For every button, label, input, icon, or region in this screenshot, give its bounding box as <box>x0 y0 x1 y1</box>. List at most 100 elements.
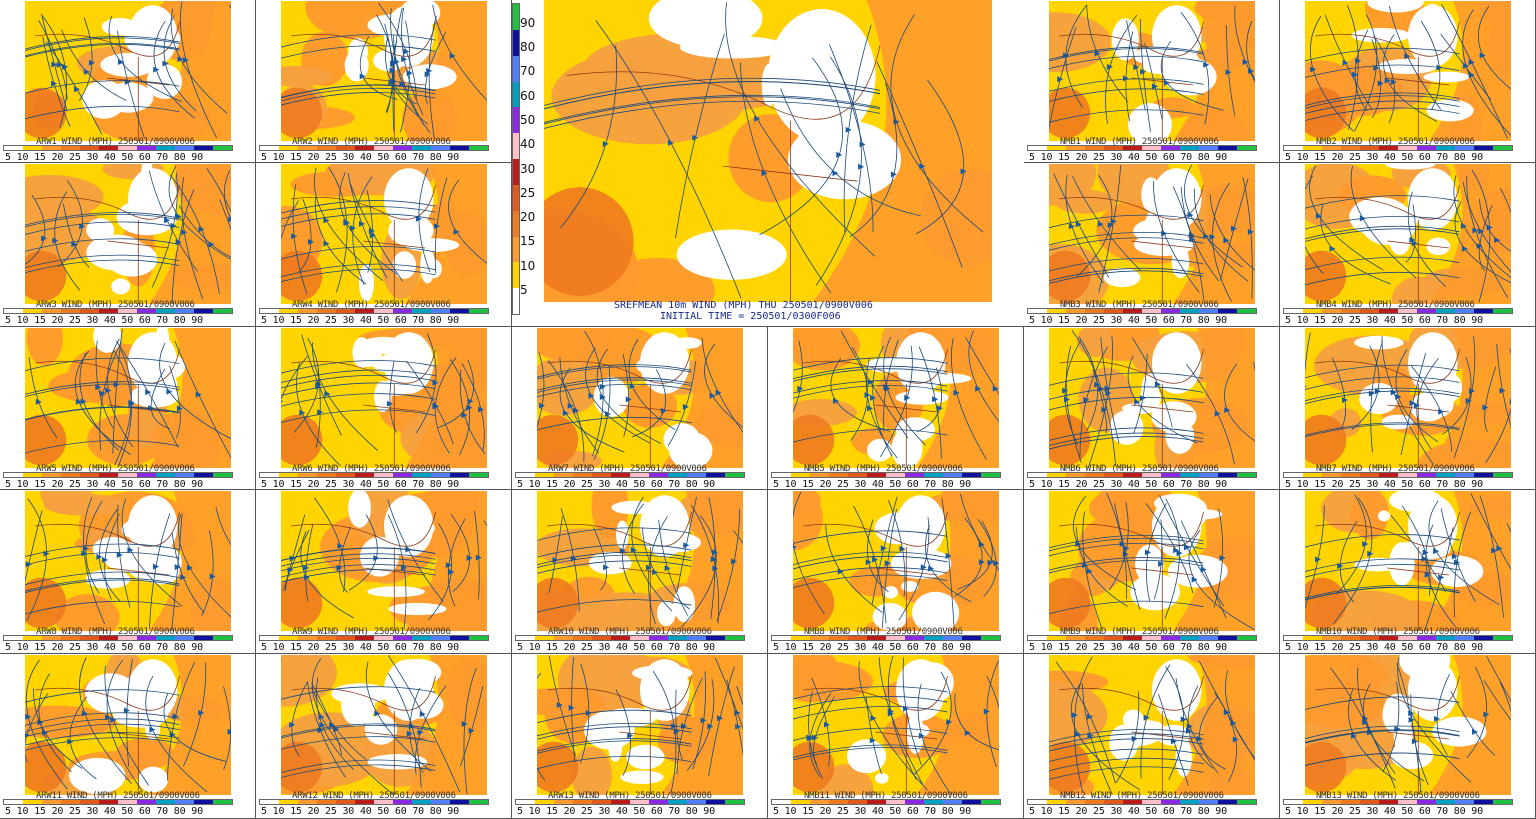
colorbar-swatch <box>630 800 649 804</box>
colorbar-swatch <box>213 800 232 804</box>
colorbar-swatch <box>4 636 23 640</box>
colorbar-swatch <box>867 473 886 477</box>
colorbar-swatch <box>1104 146 1123 150</box>
colorbar-swatch <box>649 473 668 477</box>
colorbar-swatch <box>1417 800 1436 804</box>
colorbar-swatch <box>981 473 1000 477</box>
colorbar-swatch <box>355 146 374 150</box>
member-panel: ARW11 WIND (MPH) 250501/0900V006 5 10 15 … <box>0 654 256 819</box>
colorbar-swatch <box>4 309 23 313</box>
colorbar-swatch <box>772 636 791 640</box>
member-title: NMB12 WIND (MPH) 250501/0900V006 <box>1060 791 1224 801</box>
colorbar-swatch <box>687 800 706 804</box>
colorbar-swatch <box>1142 800 1161 804</box>
colorbar-labels: 5 10 15 20 25 30 40 50 60 70 80 90 <box>517 642 715 653</box>
colorbar-swatch <box>1417 309 1436 313</box>
member-colorbar <box>259 635 489 641</box>
colorbar-swatch <box>725 473 744 477</box>
colorbar-labels: 5 10 15 20 25 30 40 50 60 70 80 90 <box>261 315 459 326</box>
member-wind-map <box>537 655 743 795</box>
colorbar-swatch <box>279 800 298 804</box>
vertical-colorbar-label: 20 <box>520 210 536 225</box>
member-wind-map <box>537 328 743 468</box>
colorbar-swatch <box>1123 800 1142 804</box>
colorbar-labels: 5 10 15 20 25 30 40 50 60 70 80 90 <box>1029 479 1227 490</box>
member-panel: ARW9 WIND (MPH) 250501/0900V006 5 10 15 2… <box>256 490 512 654</box>
vertical-colorbar-label: 40 <box>520 137 536 152</box>
colorbar-swatch <box>1341 146 1360 150</box>
colorbar-swatch <box>1161 146 1180 150</box>
colorbar-swatch <box>298 309 317 313</box>
colorbar-swatch <box>1398 636 1417 640</box>
colorbar-swatch <box>80 636 99 640</box>
member-panel: NMB3 WIND (MPH) 250501/0900V006 5 10 15 2… <box>1024 163 1280 327</box>
colorbar-swatch <box>213 146 232 150</box>
member-title: ARW4 WIND (MPH) 250501/0900V006 <box>292 300 451 310</box>
colorbar-swatch <box>355 309 374 313</box>
colorbar-swatch <box>298 473 317 477</box>
member-wind-map <box>793 328 999 468</box>
colorbar-swatch <box>1085 146 1104 150</box>
colorbar-swatch <box>554 800 573 804</box>
colorbar-swatch <box>772 800 791 804</box>
colorbar-swatch <box>175 309 194 313</box>
colorbar-swatch <box>118 309 137 313</box>
vertical-colorbar-label: 90 <box>520 15 536 30</box>
colorbar-swatch <box>1218 473 1237 477</box>
colorbar-swatch <box>706 800 725 804</box>
colorbar-swatch <box>829 473 848 477</box>
colorbar-swatch <box>1085 473 1104 477</box>
colorbar-swatch <box>355 636 374 640</box>
colorbar-swatch <box>1199 309 1218 313</box>
colorbar-swatch <box>867 636 886 640</box>
colorbar-swatch <box>99 146 118 150</box>
colorbar-swatch <box>1303 800 1322 804</box>
colorbar-swatch <box>1436 309 1455 313</box>
member-colorbar <box>1027 635 1257 641</box>
colorbar-swatch <box>336 309 355 313</box>
colorbar-swatch <box>1028 636 1047 640</box>
colorbar-swatch <box>1104 800 1123 804</box>
colorbar-swatch <box>962 800 981 804</box>
colorbar-swatch <box>156 636 175 640</box>
colorbar-swatch <box>1085 636 1104 640</box>
colorbar-swatch <box>175 473 194 477</box>
colorbar-swatch <box>924 800 943 804</box>
colorbar-swatch <box>1123 309 1142 313</box>
colorbar-swatch <box>535 636 554 640</box>
member-wind-map <box>25 1 231 141</box>
colorbar-swatch <box>573 800 592 804</box>
member-colorbar <box>1283 308 1513 314</box>
colorbar-swatch <box>450 636 469 640</box>
colorbar-swatch <box>1066 636 1085 640</box>
member-colorbar <box>1283 145 1513 151</box>
colorbar-swatch <box>1028 309 1047 313</box>
colorbar-swatch <box>336 473 355 477</box>
member-title: NMB13 WIND (MPH) 250501/0900V006 <box>1316 791 1480 801</box>
colorbar-swatch <box>1237 473 1256 477</box>
colorbar-swatch <box>279 146 298 150</box>
colorbar-swatch <box>1180 146 1199 150</box>
colorbar-swatch <box>336 146 355 150</box>
member-wind-map <box>1049 491 1255 631</box>
colorbar-swatch <box>1284 636 1303 640</box>
colorbar-swatch <box>194 309 213 313</box>
colorbar-swatch <box>1104 309 1123 313</box>
member-wind-map <box>25 655 231 795</box>
colorbar-swatch <box>355 473 374 477</box>
member-panel: ARW8 WIND (MPH) 250501/0900V006 5 10 15 2… <box>0 490 256 654</box>
colorbar-swatch <box>772 473 791 477</box>
colorbar-swatch <box>592 636 611 640</box>
member-colorbar <box>515 799 745 805</box>
colorbar-swatch <box>513 236 519 263</box>
colorbar-swatch <box>535 473 554 477</box>
colorbar-swatch <box>1474 800 1493 804</box>
colorbar-labels: 5 10 15 20 25 30 40 50 60 70 80 90 <box>773 479 971 490</box>
colorbar-swatch <box>668 473 687 477</box>
colorbar-swatch <box>1047 636 1066 640</box>
colorbar-swatch <box>1142 636 1161 640</box>
colorbar-swatch <box>668 800 687 804</box>
colorbar-swatch <box>4 146 23 150</box>
member-wind-map <box>1049 164 1255 304</box>
colorbar-swatch <box>1284 309 1303 313</box>
